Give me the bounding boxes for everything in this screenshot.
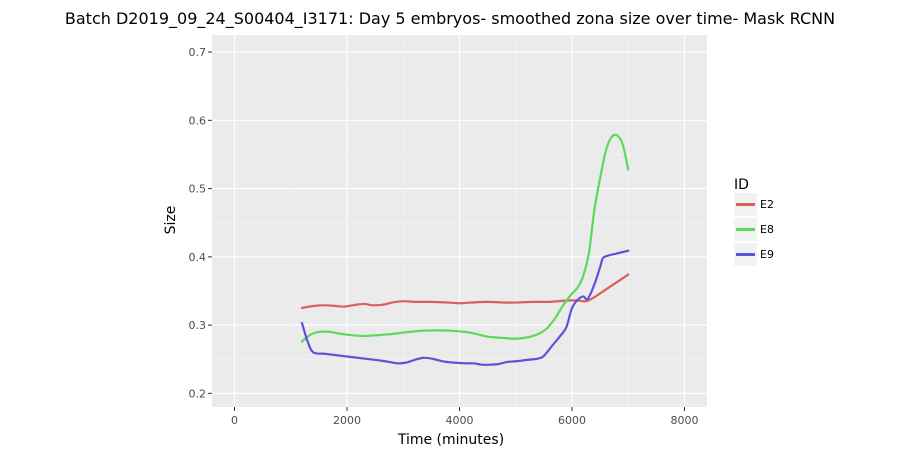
series-line-e2 [300, 273, 630, 310]
major-grid [212, 35, 707, 407]
series-line-e8 [300, 133, 630, 343]
y-tick-label: 0.3 [189, 319, 207, 332]
legend-label-e8: E8 [760, 223, 774, 236]
series-lines [300, 133, 630, 366]
y-tick-label: 0.4 [189, 251, 207, 264]
y-tick-label: 0.7 [189, 46, 207, 59]
x-tick-label: 4000 [446, 414, 474, 427]
x-axis-title: Time (minutes) [397, 432, 504, 448]
legend: ID E2 E8 E9 [734, 177, 774, 266]
x-tick-label: 0 [231, 414, 238, 427]
x-tick-label: 6000 [558, 414, 586, 427]
chart-title: Batch D2019_09_24_S00404_I3171: Day 5 em… [65, 9, 835, 29]
y-tick-label: 0.2 [189, 387, 207, 400]
x-tick-labels: 0 2000 4000 6000 8000 [231, 414, 699, 427]
y-tick-labels: 0.2 0.3 0.4 0.5 0.6 0.7 [189, 46, 207, 400]
y-axis-title: Size [163, 206, 179, 235]
series-line-e9 [300, 249, 630, 366]
x-tick-label: 2000 [333, 414, 361, 427]
x-tick-label: 8000 [671, 414, 699, 427]
y-tick-label: 0.6 [189, 114, 207, 127]
legend-label-e9: E9 [760, 248, 774, 261]
axis-ticks [208, 51, 685, 411]
legend-label-e2: E2 [760, 198, 774, 211]
legend-title: ID [734, 177, 749, 193]
y-tick-label: 0.5 [189, 183, 207, 196]
